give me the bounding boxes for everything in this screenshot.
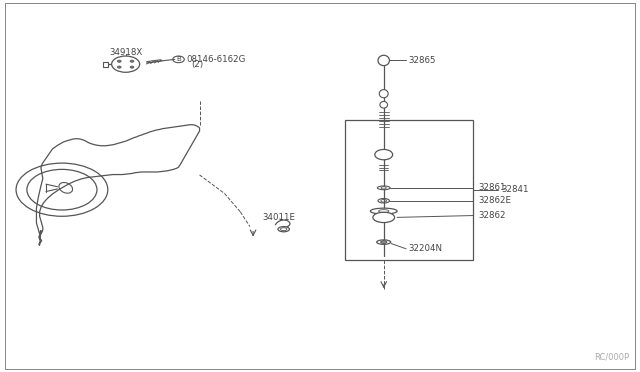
Text: 34011E: 34011E <box>262 213 296 222</box>
Text: 32865: 32865 <box>408 56 435 65</box>
Ellipse shape <box>373 212 394 222</box>
Ellipse shape <box>278 227 289 232</box>
Ellipse shape <box>380 90 388 98</box>
Circle shape <box>130 60 134 62</box>
Ellipse shape <box>380 102 388 108</box>
Text: (2): (2) <box>191 60 204 70</box>
Polygon shape <box>36 125 200 246</box>
Circle shape <box>381 241 387 244</box>
Text: 08146-6162G: 08146-6162G <box>186 55 246 64</box>
Ellipse shape <box>378 55 390 65</box>
Circle shape <box>117 66 121 68</box>
Circle shape <box>111 56 140 72</box>
Circle shape <box>130 66 134 68</box>
Text: B: B <box>176 56 181 62</box>
Ellipse shape <box>371 208 397 214</box>
Bar <box>346 119 473 260</box>
Text: RC/000P: RC/000P <box>594 352 629 361</box>
Ellipse shape <box>378 186 390 190</box>
Text: 32841: 32841 <box>502 185 529 194</box>
Circle shape <box>375 150 393 160</box>
Bar <box>103 62 108 67</box>
Circle shape <box>117 60 121 62</box>
Ellipse shape <box>377 240 391 244</box>
Text: 32204N: 32204N <box>408 244 442 253</box>
Text: 34918X: 34918X <box>109 48 143 57</box>
Text: 32862E: 32862E <box>478 196 511 205</box>
Text: 32862: 32862 <box>478 211 506 220</box>
Text: 32861: 32861 <box>478 183 506 192</box>
